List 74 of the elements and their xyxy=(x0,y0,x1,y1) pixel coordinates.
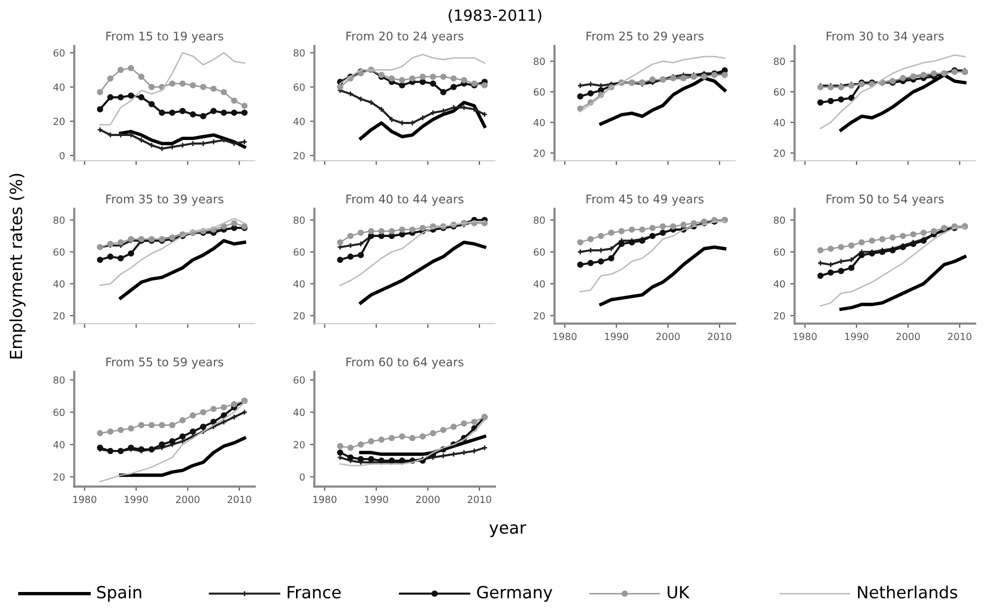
y-tick-label: 40 xyxy=(53,440,65,448)
chart-title: From 60 to 64 years xyxy=(346,357,464,369)
y-tick-label: 20 xyxy=(534,312,545,320)
legend-label: Spain xyxy=(97,586,142,602)
y-tick-label: 40 xyxy=(534,280,545,288)
legend-label: UK xyxy=(668,586,690,598)
chart-title: From 45 to 49 years xyxy=(586,194,704,206)
chart-title: From 40 to 44 years xyxy=(346,194,464,206)
text: (1983-2011) xyxy=(448,9,542,23)
y-tick-label: 40 xyxy=(293,408,305,416)
y-tick-label: 20 xyxy=(294,312,305,320)
x-tick-label: 2000 xyxy=(656,332,680,340)
y-tick-label: 80 xyxy=(54,376,65,384)
x-tick-label: 2010 xyxy=(468,496,492,504)
y-tick-label: 60 xyxy=(294,83,305,91)
y-tick-label: 40 xyxy=(53,280,65,288)
y-tick-label: 20 xyxy=(54,118,65,126)
chart-title: From 50 to 54 years xyxy=(826,194,944,206)
y-tick-label: 80 xyxy=(534,216,545,224)
y-tick-label: 80 xyxy=(774,58,785,66)
y-axis-title: Employment rates (%) xyxy=(9,174,26,358)
y-tick-label: 60 xyxy=(294,248,305,256)
x-tick-label: 1990 xyxy=(605,332,628,340)
x-tick-label: 2000 xyxy=(176,496,200,504)
y-tick-label: 20 xyxy=(774,312,785,320)
y-tick-label: 40 xyxy=(774,280,785,288)
legend-label: Germany xyxy=(477,586,552,602)
chart-title: From 25 to 29 years xyxy=(586,32,704,43)
x-tick-label: 1980 xyxy=(794,332,817,340)
y-tick-label: 60 xyxy=(54,49,65,57)
y-tick-label: 80 xyxy=(294,216,305,224)
legend-label: Netherlands xyxy=(858,586,958,598)
y-tick-label: 80 xyxy=(534,58,545,66)
y-tick-label: 60 xyxy=(54,408,65,416)
x-tick-label: 2010 xyxy=(228,496,252,504)
chart-title: From 15 to 19 years xyxy=(106,32,224,43)
y-tick-label: 20 xyxy=(774,149,785,157)
x-tick-label: 1990 xyxy=(845,332,868,340)
x-tick-label: 2000 xyxy=(896,332,920,340)
y-tick-label: 80 xyxy=(294,49,305,57)
y-tick-label: 20 xyxy=(54,312,65,320)
y-tick-label: 20 xyxy=(534,149,545,157)
y-tick-label: 60 xyxy=(774,248,785,256)
y-tick-label: 80 xyxy=(54,216,65,224)
y-tick-label: 60 xyxy=(54,248,65,256)
y-tick-label: 80 xyxy=(774,216,785,224)
chart-title: From 30 to 34 years xyxy=(826,32,944,43)
y-tick-label: 40 xyxy=(293,118,305,126)
legend-label: France xyxy=(288,586,341,598)
x-tick-label: 2010 xyxy=(708,332,732,340)
y-tick-label: 0 xyxy=(300,473,305,481)
chart-title: From 55 to 59 years xyxy=(106,357,224,369)
chart-title: From 20 to 24 years xyxy=(346,32,464,43)
chart-title: From 35 to 39 years xyxy=(106,194,224,206)
y-tick-label: 40 xyxy=(774,118,785,126)
y-tick-label: 20 xyxy=(294,440,305,448)
y-tick-label: 0 xyxy=(60,152,65,160)
y-tick-label: 40 xyxy=(534,118,545,126)
x-tick-label: 2000 xyxy=(416,496,440,504)
y-tick-label: 60 xyxy=(294,376,305,384)
x-tick-label: 2010 xyxy=(948,332,972,340)
y-tick-label: 60 xyxy=(534,248,545,256)
y-tick-label: 60 xyxy=(534,88,545,96)
x-axis-title: year xyxy=(489,524,526,538)
y-tick-label: 60 xyxy=(774,88,785,96)
x-tick-label: 1990 xyxy=(364,496,388,504)
x-tick-label: 1980 xyxy=(73,496,96,504)
x-tick-label: 1980 xyxy=(554,332,577,340)
y-tick-label: 20 xyxy=(294,152,305,160)
y-tick-label: 20 xyxy=(54,473,65,481)
x-tick-label: 1980 xyxy=(313,496,336,504)
y-tick-label: 40 xyxy=(53,83,65,91)
y-tick-label: 40 xyxy=(293,280,305,288)
x-tick-label: 1990 xyxy=(124,496,148,504)
